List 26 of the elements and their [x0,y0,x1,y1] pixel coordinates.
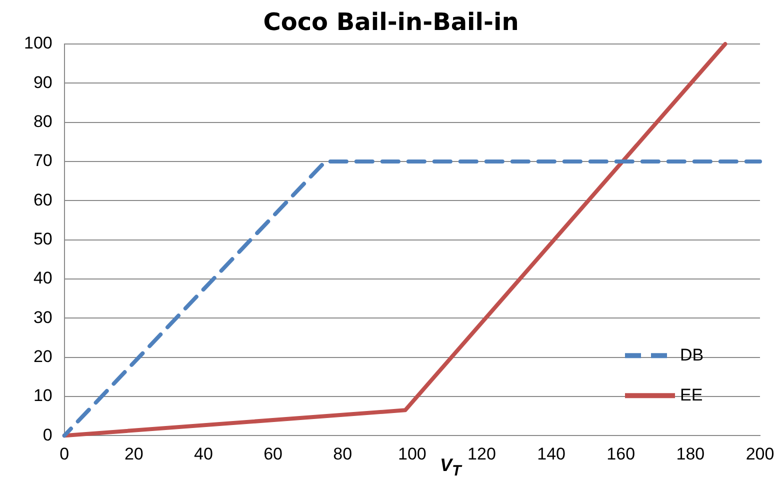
legend-label: EE [680,385,703,404]
y-tick-label: 90 [33,72,52,92]
y-tick-label: 0 [42,425,52,444]
x-tick-label: 0 [60,444,70,464]
y-tick-label: 30 [33,308,52,327]
x-tick-label: 200 [746,444,774,464]
x-tick-label: 180 [676,444,705,464]
x-tick-label: 80 [333,444,352,464]
y-tick-label: 50 [33,229,52,248]
x-tick-label: 40 [194,444,213,464]
y-tick-label: 20 [33,346,52,366]
legend-label: DB [680,345,704,364]
y-tick-label: 70 [33,151,52,170]
y-tick-label: 40 [33,268,52,288]
x-tick-label: 100 [398,444,426,464]
y-tick-label: 100 [24,34,52,53]
y-tick-label: 80 [33,112,52,132]
y-tick-label: 60 [33,190,52,210]
y-tick-label: 10 [33,386,52,406]
x-tick-label: 140 [537,444,566,464]
x-tick-label: 20 [124,444,144,464]
chart-title: Coco Bail-in-Bail-in [263,8,519,36]
x-tick-label: 60 [264,444,283,464]
x-tick-label: 160 [606,444,636,464]
x-tick-label: 120 [468,444,496,464]
x-axis-title: V$_{T}$ [440,455,462,480]
